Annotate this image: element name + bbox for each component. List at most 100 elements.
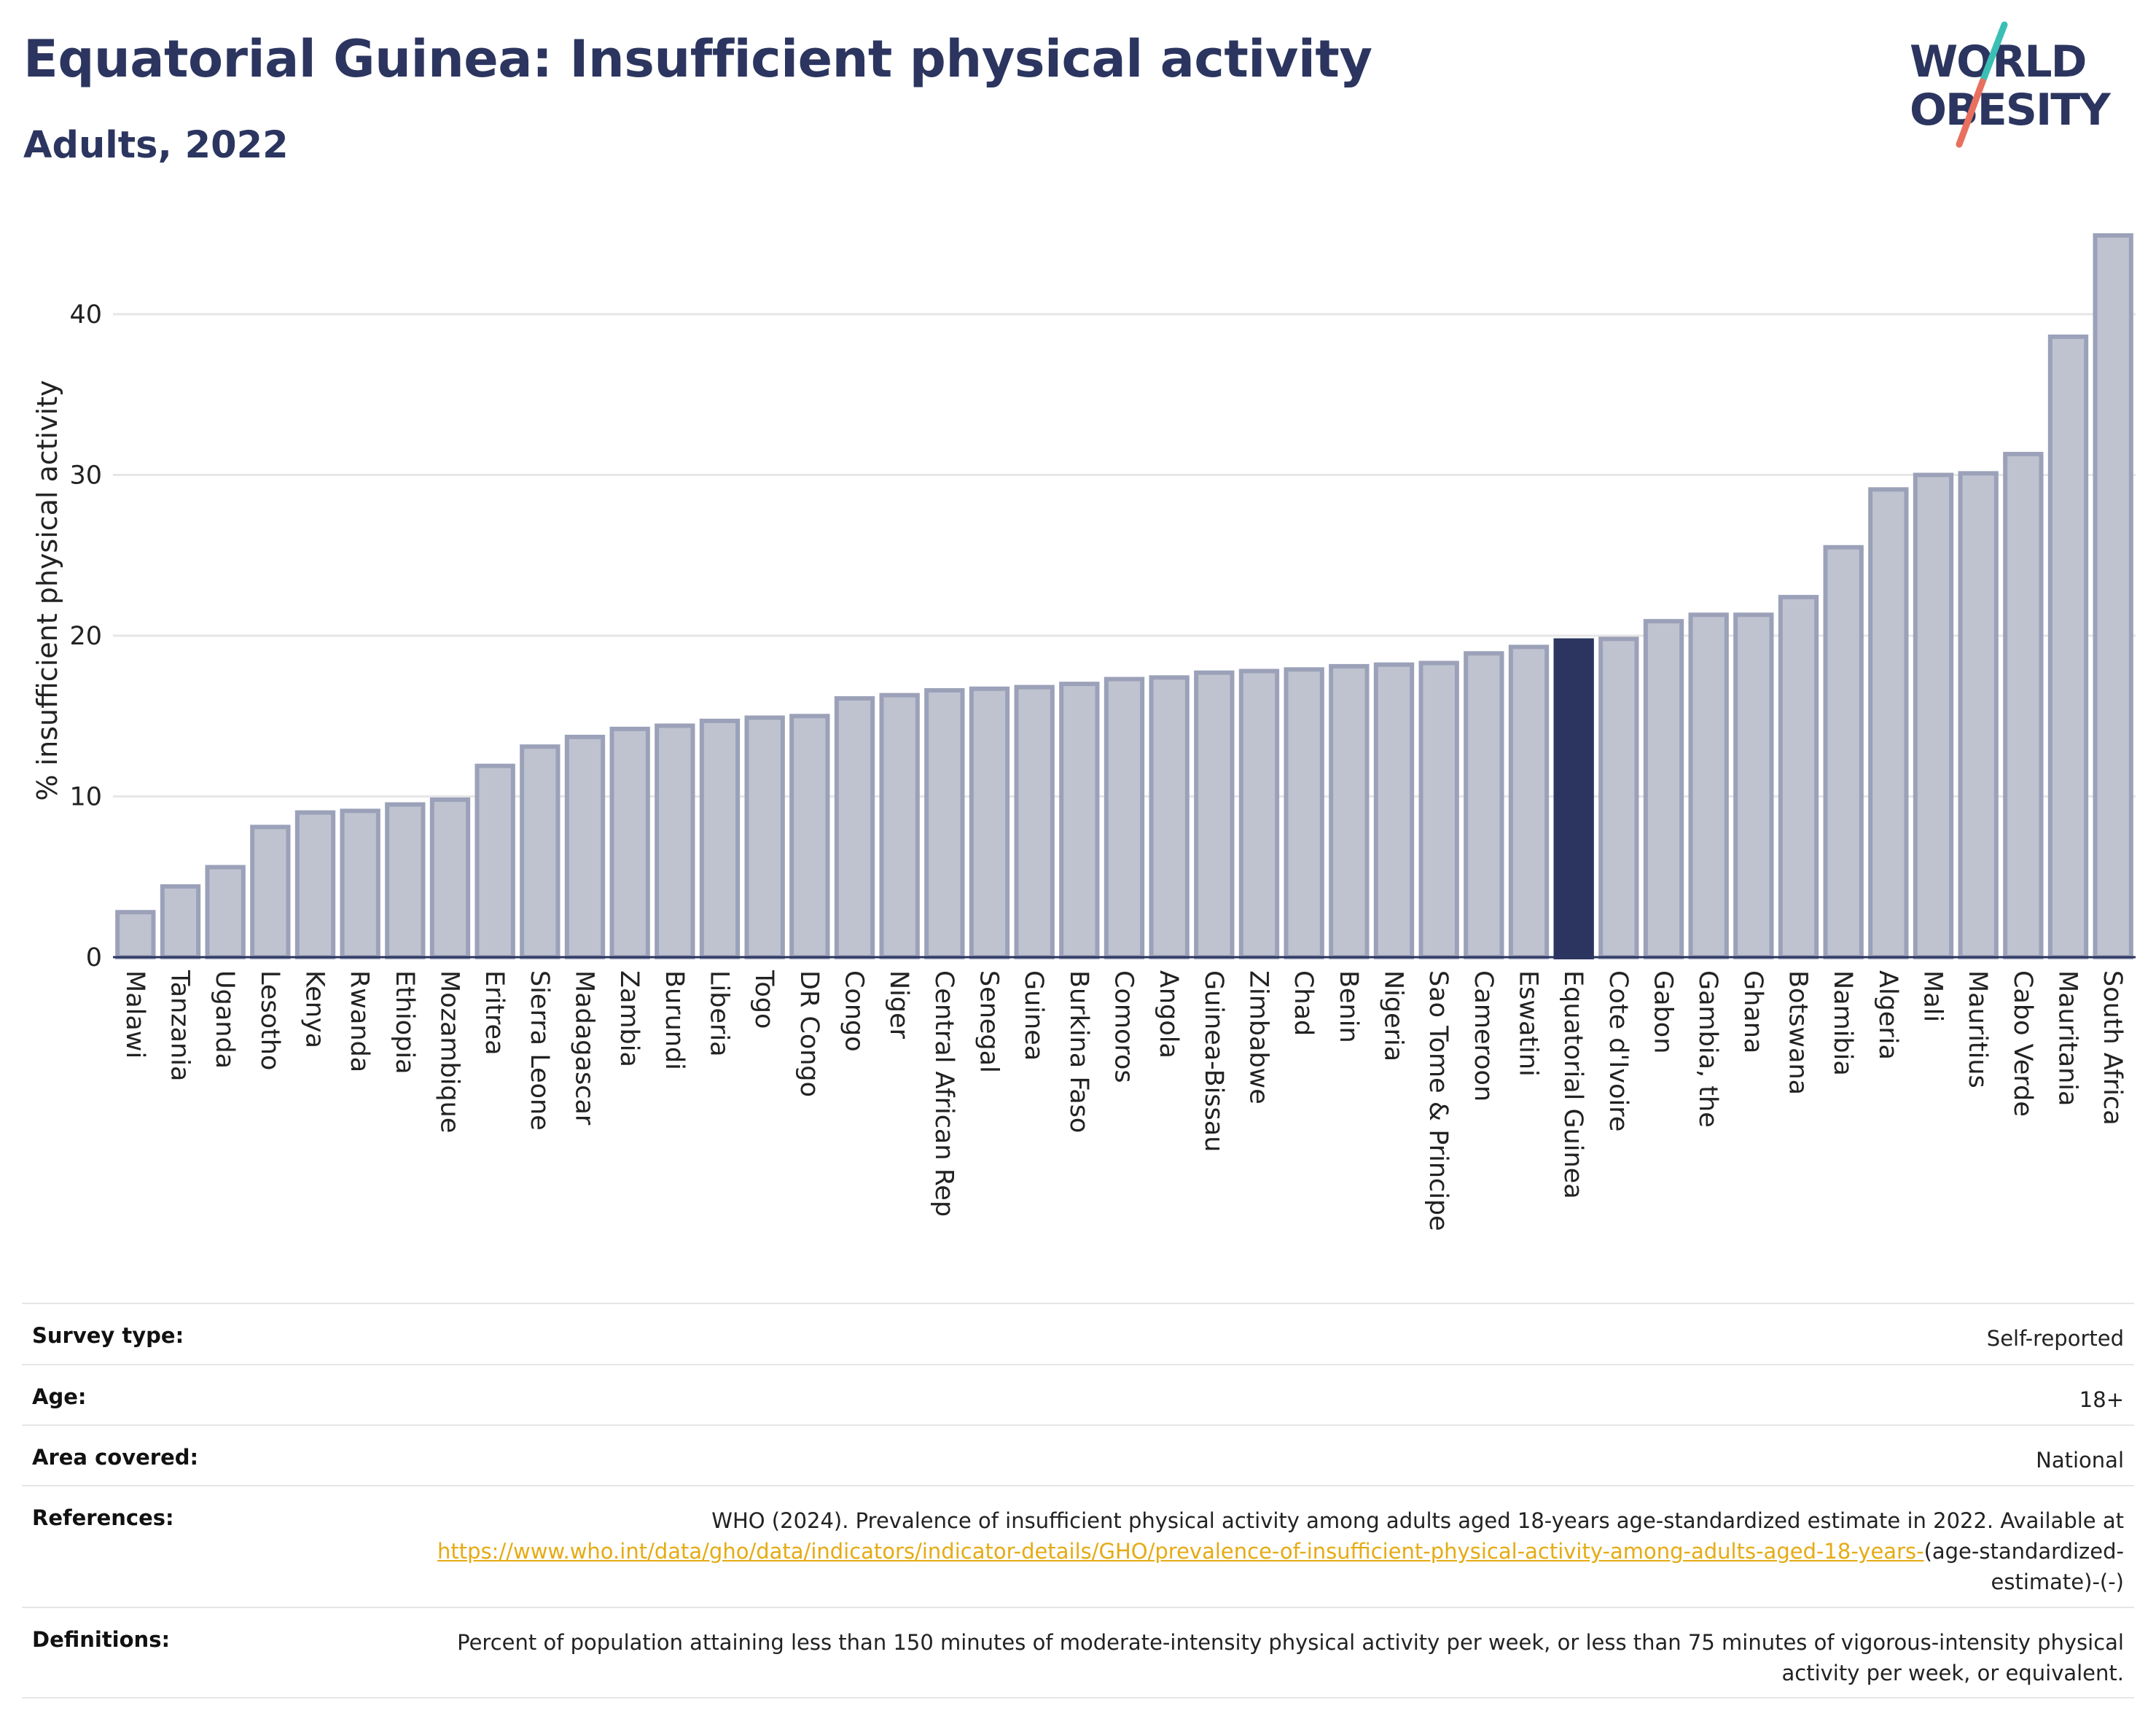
bar [1238, 668, 1280, 959]
x-tick-label: Gabon [1649, 970, 1678, 1053]
meta-value: Percent of population attaining less tha… [457, 1630, 2124, 1685]
metadata-table: Survey type: Self-reported Age: 18+ Area… [22, 1303, 2134, 1699]
bar [1598, 636, 1639, 959]
x-tick-labels: Malawi Tanzania Uganda Lesotho Kenya Rwanda Et… [120, 970, 2127, 1231]
y-tick-labels: 0 10 20 30 40 [69, 300, 102, 972]
x-tick-label: Sierra Leone [525, 970, 554, 1131]
bar [294, 810, 336, 959]
x-tick-label: Togo [749, 970, 778, 1029]
x-tick-label: Mali [1918, 970, 1948, 1022]
meta-row-references: References: WHO (2024). Prevalence of in… [22, 1485, 2134, 1607]
bar [1958, 471, 1999, 960]
x-tick-label: Mauritius [1963, 970, 1992, 1088]
bar [1104, 677, 1145, 959]
x-tick-label: Cabo Verde [2008, 970, 2037, 1117]
x-tick-label: Cameroon [1469, 970, 1498, 1102]
world-obesity-logo: WORLD OBESITY [1901, 20, 2141, 152]
bar [1823, 545, 1864, 960]
logo-slash-icon [1956, 21, 2008, 148]
x-tick-label: Congo [840, 970, 869, 1052]
bar [1868, 487, 1909, 960]
bar [1373, 662, 1415, 959]
x-tick-label: Sao Tome & Principe [1423, 970, 1453, 1231]
x-tick-label: Guinea [1019, 970, 1048, 1061]
reference-link[interactable]: https://www.who.int/data/gho/data/indica… [437, 1539, 1924, 1564]
x-tick-label: Comoros [1109, 970, 1138, 1083]
meta-row-area-covered: Area covered: National [22, 1424, 2134, 1485]
y-tick-label: 40 [69, 300, 102, 330]
x-tick-label: Namibia [1828, 970, 1857, 1076]
bar [1464, 651, 1504, 959]
x-tick-label: Lesotho [255, 970, 284, 1070]
bar [1194, 670, 1235, 960]
x-tick-label: Uganda [210, 970, 239, 1069]
x-tick-label: DR Congo [794, 970, 824, 1097]
bar [2047, 334, 2089, 959]
y-tick-label: 20 [69, 622, 102, 651]
bar [160, 884, 201, 959]
x-tick-label: Tanzania [165, 970, 195, 1081]
bars [115, 233, 2133, 960]
y-tick-label: 30 [69, 461, 102, 491]
meta-value: WHO (2024). Prevalence of insufficient p… [426, 1505, 2124, 1597]
meta-row-survey-type: Survey type: Self-reported [22, 1303, 2134, 1364]
x-tick-label: Ethiopia [390, 970, 419, 1075]
y-axis-label: % insufficient physical activity [31, 380, 63, 800]
x-tick-label: Guinea-Bissau [1199, 970, 1228, 1152]
x-tick-label: Mozambique [435, 970, 464, 1133]
x-tick-label: Eritrea [480, 970, 509, 1056]
bar [1643, 619, 1684, 960]
y-tick-label: 0 [86, 943, 102, 972]
x-tick-label: Burkina Faso [1064, 970, 1093, 1133]
x-tick-label: Liberia [705, 970, 734, 1057]
bar [1733, 612, 1774, 960]
meta-label: Survey type: [32, 1323, 184, 1348]
bar [520, 744, 561, 960]
x-tick-label: Kenya [300, 970, 329, 1048]
bar-highlighted [1553, 638, 1594, 959]
chart-subtitle: Adults, 2022 [23, 124, 289, 167]
bar [340, 808, 380, 959]
bar [250, 824, 291, 960]
x-tick-label: Central African Rep [929, 970, 958, 1217]
meta-value: 18+ [2079, 1387, 2124, 1412]
meta-label: Area covered: [32, 1445, 199, 1470]
bar [115, 910, 156, 960]
reference-suffix: (age-standardized-estimate)-(-) [1923, 1539, 2124, 1594]
bar [1284, 667, 1324, 959]
meta-row-definitions: Definitions: Percent of population attai… [22, 1607, 2134, 1699]
meta-label: References: [32, 1505, 174, 1530]
bar [834, 695, 875, 959]
x-tick-label: Botswana [1784, 970, 1813, 1095]
bar [474, 763, 515, 959]
bar [1329, 663, 1370, 960]
x-tick-label: Mauritania [2053, 970, 2082, 1106]
bar [1059, 682, 1100, 960]
x-tick-label: Niger [884, 970, 913, 1040]
meta-label: Definitions: [32, 1627, 171, 1652]
x-tick-label: Zambia [614, 970, 644, 1067]
meta-value: National [2036, 1448, 2124, 1473]
bar [1418, 660, 1459, 959]
bar [1688, 612, 1729, 960]
x-tick-label: Equatorial Guinea [1558, 970, 1587, 1199]
bar [879, 693, 920, 960]
x-tick-label: Cote d'Ivoire [1604, 970, 1633, 1131]
bar [205, 865, 246, 960]
x-tick-label: Algeria [1873, 970, 1902, 1060]
bar [429, 797, 471, 959]
bar [789, 714, 830, 959]
x-tick-label: Senegal [975, 970, 1004, 1073]
x-tick-label: Madagascar [570, 970, 599, 1126]
bar [924, 687, 965, 959]
x-tick-label: Ghana [1738, 970, 1768, 1053]
meta-row-age: Age: 18+ [22, 1364, 2134, 1424]
bar [609, 726, 650, 959]
bar [2003, 451, 2044, 959]
bar [655, 723, 695, 959]
bar [699, 718, 741, 959]
bar [1508, 644, 1550, 959]
bar [1014, 685, 1055, 959]
bar [969, 686, 1010, 959]
x-tick-label: Gambia, the [1693, 970, 1722, 1128]
